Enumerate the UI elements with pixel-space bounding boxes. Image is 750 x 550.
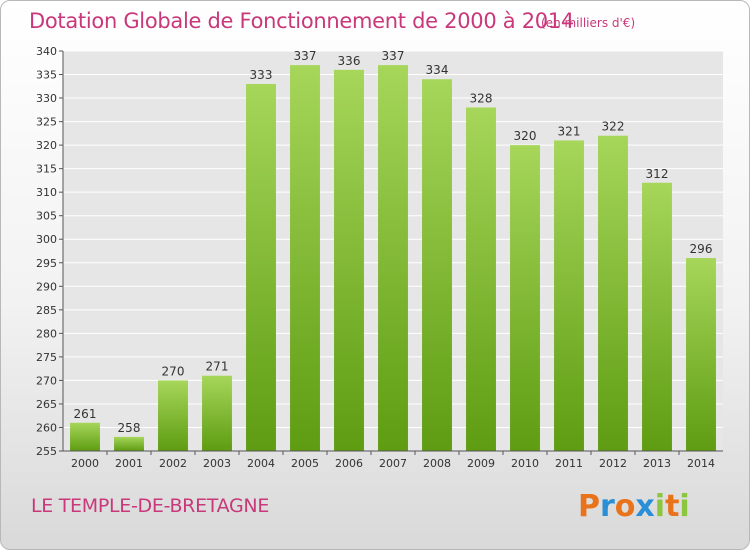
bar-value-label: 328: [470, 91, 493, 105]
bar-value-label: 336: [338, 54, 361, 68]
bar-value-label: 258: [118, 421, 141, 435]
y-tick-label: 290: [36, 280, 57, 293]
x-tick-label: 2006: [335, 457, 363, 470]
x-tick-label: 2010: [511, 457, 539, 470]
y-tick-label: 255: [36, 445, 57, 458]
logo-letter: t: [665, 489, 680, 524]
x-tick-label: 2009: [467, 457, 495, 470]
bar-value-label: 322: [602, 120, 625, 134]
y-tick-label: 330: [36, 92, 57, 105]
proxiti-logo[interactable]: Proxiti: [578, 489, 690, 524]
y-tick-label: 275: [36, 351, 57, 364]
bar-value-label: 337: [382, 49, 405, 63]
city-name: LE TEMPLE-DE-BRETAGNE: [31, 495, 270, 517]
bar-value-label: 261: [74, 407, 97, 421]
y-axis: 255 260 265 270 275 280 285 290 295 300 305 310 315 3…: [36, 45, 64, 458]
bar-value-label: 270: [162, 364, 185, 378]
bar-value-label: 320: [514, 129, 537, 143]
bar-value-label: 271: [206, 360, 229, 374]
y-tick-label: 335: [36, 69, 57, 82]
bar-2002: [158, 380, 188, 451]
logo-letter: i: [654, 489, 666, 524]
bar-2003: [202, 375, 232, 451]
y-tick-label: 285: [36, 304, 57, 317]
x-tick-label: 2014: [687, 457, 715, 470]
x-tick-label: 2001: [115, 457, 143, 470]
bar-2007: [378, 65, 408, 451]
y-tick-label: 270: [36, 374, 57, 387]
chart-title: Dotation Globale de Fonctionnement de 20…: [29, 9, 574, 33]
y-tick-label: 260: [36, 421, 57, 434]
x-tick-label: 2000: [71, 457, 99, 470]
logo-letter: x: [635, 489, 655, 524]
bar-2012: [598, 135, 628, 452]
y-tick-label: 300: [36, 233, 57, 246]
bar-value-label: 334: [426, 63, 449, 77]
y-tick-label: 310: [36, 186, 57, 199]
y-tick-label: 315: [36, 163, 57, 176]
x-tick-label: 2013: [643, 457, 671, 470]
bars: 261 258 270 271 333 337 336 337 334 328 320 321 322 3…: [70, 49, 716, 452]
bar-2001: [114, 436, 144, 451]
x-tick-label: 2012: [599, 457, 627, 470]
logo-letter: o: [614, 489, 636, 524]
bar-2006: [334, 69, 364, 451]
x-tick-label: 2008: [423, 457, 451, 470]
bar-2009: [466, 107, 496, 452]
bar-2010: [510, 145, 540, 451]
bar-value-label: 321: [558, 124, 581, 138]
x-tick-label: 2007: [379, 457, 407, 470]
logo-letter: P: [578, 489, 600, 524]
y-tick-label: 305: [36, 210, 57, 223]
y-tick-label: 265: [36, 398, 57, 411]
bar-2005: [290, 65, 320, 451]
bar-2000: [70, 422, 100, 451]
bar-2011: [554, 140, 584, 452]
x-tick-label: 2004: [247, 457, 275, 470]
bar-2008: [422, 79, 452, 451]
chart-unit: (en milliers d'€): [541, 16, 636, 30]
y-tick-label: 295: [36, 257, 57, 270]
bar-value-label: 312: [646, 167, 669, 181]
bar-value-label: 337: [294, 49, 317, 63]
x-tick-label: 2011: [555, 457, 583, 470]
logo-letter: r: [600, 489, 615, 524]
y-tick-label: 340: [36, 45, 57, 58]
y-tick-label: 280: [36, 327, 57, 340]
x-tick-label: 2003: [203, 457, 231, 470]
y-tick-label: 320: [36, 139, 57, 152]
bar-2004: [246, 83, 276, 452]
x-tick-label: 2005: [291, 457, 319, 470]
logo-letter: i: [679, 489, 690, 524]
bar-value-label: 296: [690, 242, 713, 256]
bar-value-label: 333: [250, 68, 273, 82]
x-tick-label: 2002: [159, 457, 187, 470]
y-tick-label: 325: [36, 116, 57, 129]
bar-2014: [686, 258, 716, 451]
x-axis: 2000 2001 2002 2003 2004 2005 2006 2007 2008 2009…: [63, 450, 723, 470]
bar-2013: [642, 182, 672, 451]
